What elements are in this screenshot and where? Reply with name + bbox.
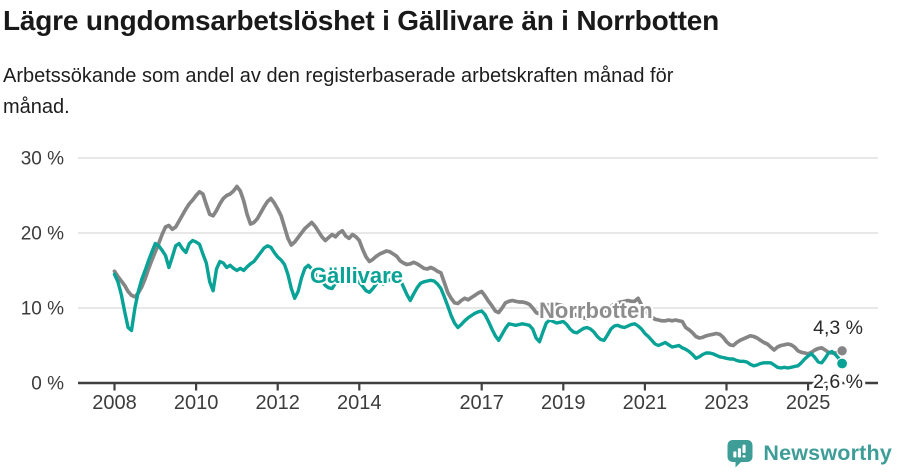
bar-chart-speech-bubble-icon <box>727 440 753 468</box>
x-tick-label-2012: 2012 <box>255 392 300 414</box>
y-tick-label-10: 10 % <box>21 299 64 320</box>
end-dot-gallivare <box>836 357 848 370</box>
subtitle-line-2: månad. <box>3 96 70 118</box>
newsworthy-brand-text: Newsworthy <box>763 440 892 465</box>
series-label-norrbotten: Norrbotten <box>539 298 653 323</box>
x-tick-label-2008: 2008 <box>92 392 137 414</box>
newsworthy-logo: Newsworthy <box>726 438 892 468</box>
x-tick-label-2010: 2010 <box>174 392 219 414</box>
x-tick-label-2014: 2014 <box>337 392 382 414</box>
series-label-gallivare: Gällivare <box>310 263 403 288</box>
line-norrbotten <box>112 184 844 356</box>
subtitle-line-1: Arbetssökande som andel av den registerb… <box>3 65 674 87</box>
chart-subtitle: Arbetssökande som andel av den registerb… <box>3 61 843 123</box>
y-tick-label-30: 30 % <box>21 149 64 170</box>
y-tick-label-20: 20 % <box>21 224 64 245</box>
x-tick-label-2019: 2019 <box>541 392 586 414</box>
x-tick-label-2017: 2017 <box>459 392 504 414</box>
x-tick-label-2025: 2025 <box>786 392 831 414</box>
end-value-label-norrbotten: 4,3 % <box>813 317 863 339</box>
y-tick-label-0: 0 % <box>31 374 64 395</box>
end-value-label-gallivare: 2,6 % <box>813 371 863 393</box>
x-tick-label-2023: 2023 <box>704 392 749 414</box>
x-tick-label-2021: 2021 <box>623 392 668 414</box>
line-gallivare <box>112 238 844 370</box>
end-dot-norrbotten <box>836 345 848 357</box>
page-title: Lägre ungdomsarbetslöshet i Gällivare än… <box>3 5 719 36</box>
